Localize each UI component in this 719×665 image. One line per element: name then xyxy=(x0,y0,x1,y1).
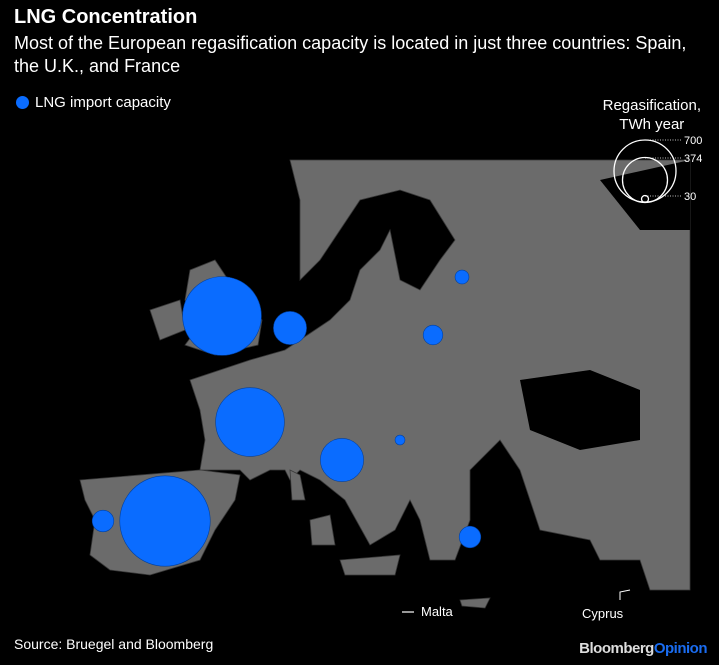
bubble-lithuania xyxy=(454,269,470,285)
legend-value-30: 30 xyxy=(684,191,696,203)
brand-part2: Opinion xyxy=(653,640,708,657)
bubble-greece xyxy=(458,525,482,549)
bubble-france xyxy=(215,387,285,457)
source-note: Source: Bruegel and Bloomberg xyxy=(14,636,214,652)
legend-value-700: 700 xyxy=(684,135,702,147)
label-malta: Malta xyxy=(421,604,453,619)
chart-subtitle: Most of the European regasification capa… xyxy=(14,33,687,76)
size-legend-circles xyxy=(613,139,682,204)
brand-part1: Bloomberg xyxy=(579,640,654,657)
size-legend-title-1: Regasification, xyxy=(602,97,701,114)
bubble-u-k- xyxy=(182,276,262,356)
bubble-netherlands-belgium xyxy=(273,311,307,345)
brand-logo: BloombergOpinion xyxy=(579,640,707,657)
legend-circle-30 xyxy=(640,194,650,204)
size-legend-title: Regasification, TWh year xyxy=(603,96,701,134)
cyprus-marker xyxy=(619,589,631,600)
capacity-bubbles xyxy=(91,269,482,567)
bubble-spain xyxy=(119,475,211,567)
bubble-poland xyxy=(422,324,444,346)
label-cyprus: Cyprus xyxy=(582,606,624,621)
bubble-portugal xyxy=(91,509,115,533)
legend-value-374: 374 xyxy=(684,153,702,165)
bubble-croatia xyxy=(394,434,406,446)
legend-label: LNG import capacity xyxy=(35,94,171,111)
chart-title: LNG Concentration xyxy=(14,6,198,28)
color-legend: LNG import capacity xyxy=(16,94,171,111)
size-legend-title-2: TWh year xyxy=(619,116,685,133)
bubble-italy xyxy=(320,438,364,482)
legend-dot xyxy=(16,96,29,109)
